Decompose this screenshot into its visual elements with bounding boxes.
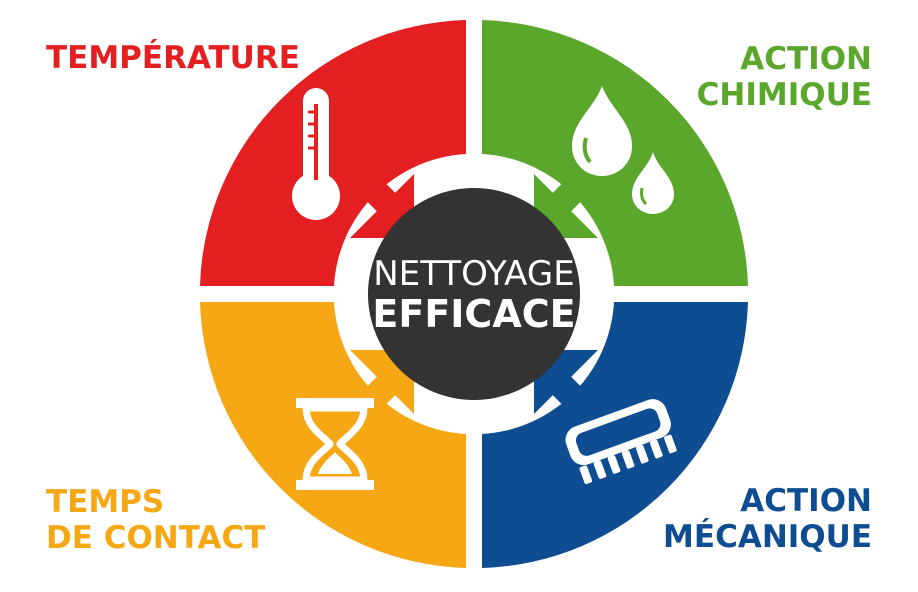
center-title-line1: NETTOYAGE: [373, 254, 574, 294]
center-circle: [368, 188, 580, 400]
label-action-chimique-line2: CHIMIQUE: [696, 77, 872, 113]
label-action-mecanique: ACTION MÉCANIQUE: [663, 483, 872, 555]
label-action-chimique: ACTION CHIMIQUE: [697, 41, 872, 113]
label-temps-de-contact-line1: TEMPS: [46, 484, 165, 520]
quadrant-temps-de-contact: [200, 302, 466, 568]
brush-icon: [565, 399, 677, 485]
hourglass-icon: [296, 398, 374, 490]
label-temperature: TEMPÉRATURE: [46, 40, 300, 76]
center-title-line2: EFFICACE: [372, 292, 575, 336]
label-temps-de-contact-line2: DE CONTACT: [46, 520, 266, 556]
thermometer-icon: [292, 88, 340, 220]
water-drops-icon: [572, 86, 674, 214]
quadrant-temperature: [200, 20, 466, 286]
label-temperature-line1: TEMPÉRATURE: [46, 40, 300, 76]
label-temps-de-contact: TEMPS DE CONTACT: [46, 484, 265, 556]
label-action-mecanique-line2: MÉCANIQUE: [663, 519, 872, 555]
label-action-mecanique-line1: ACTION: [740, 483, 872, 519]
label-action-chimique-line1: ACTION: [740, 41, 872, 77]
